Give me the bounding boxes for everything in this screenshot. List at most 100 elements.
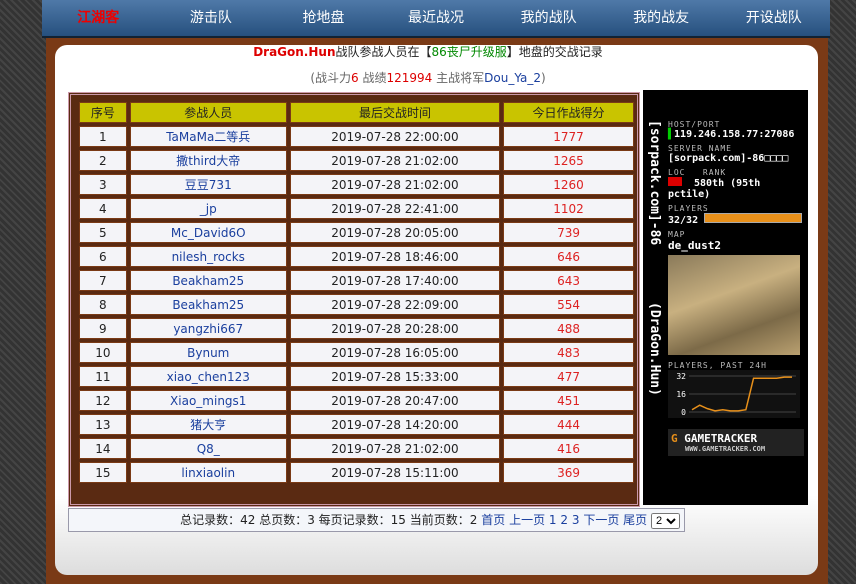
link[interactable]: 3 [571, 513, 580, 527]
graph: 32 16 0 [668, 370, 800, 418]
server: 86丧尸升级服 [431, 45, 507, 59]
row: 9 yangzhi667 2019-07-28 20:28:00 488 [79, 318, 634, 339]
header: DraGon.Hun战队参战人员在【86丧尸升级服】地盘的交战记录 [0, 44, 856, 60]
cell: 1260 [503, 174, 634, 195]
link[interactable]: 尾页 [623, 513, 648, 527]
header-cell: 序号 [79, 102, 127, 123]
label: PLAYERS [668, 204, 709, 213]
link[interactable]: 2 [651, 513, 680, 529]
row: 6 nilesh_rocks 2019-07-28 18:46:00 646 [79, 246, 634, 267]
cell: 1 [79, 126, 127, 147]
cell: 10 [79, 342, 127, 363]
players-bar [704, 213, 803, 223]
team: DraGon.Hun [253, 45, 336, 59]
pager-text: 总记录数：42 总页数：3 每页记录数：15 当前页数：2 [180, 513, 478, 527]
y-tick-label: 16 [676, 390, 686, 399]
cell: 2019-07-28 22:41:00 [289, 198, 501, 219]
link[interactable]: 2 [560, 513, 569, 527]
cell: 483 [503, 342, 634, 363]
text: 】地盘的交战记录 [506, 45, 603, 59]
row: 3 豆豆731 2019-07-28 21:02:00 1260 [79, 174, 634, 195]
cell: 369 [503, 462, 634, 483]
cell: 15 [79, 462, 127, 483]
cell: 2019-07-28 22:09:00 [289, 294, 501, 315]
nav-item: 游击队 [189, 10, 232, 26]
cell: 6 [79, 246, 127, 267]
link[interactable]: 首页 [481, 513, 506, 527]
cell: Beakham25 [129, 294, 287, 315]
label: HOST/PORT [668, 120, 721, 129]
cell: 554 [503, 294, 634, 315]
cell: 2019-07-28 15:33:00 [289, 366, 501, 387]
cell: 12 [79, 390, 127, 411]
cell: 2019-07-28 21:02:00 [289, 150, 501, 171]
row: 12 Xiao_mings1 2019-07-28 20:47:00 451 [79, 390, 634, 411]
cell: 撒third大帝 [129, 150, 287, 171]
url: WWW.GAMETRACKER.COM [685, 445, 766, 453]
cell: nilesh_rocks [129, 246, 287, 267]
gametracker: [sorpack.com]-86 (DraGon.Hun) HOST/PORT … [643, 90, 808, 505]
header-row: 序号 参战人员 最后交战时间 今日作战得分 [79, 102, 634, 123]
cell: 2019-07-28 21:02:00 [289, 438, 501, 459]
link[interactable]: 上一页 [509, 513, 546, 527]
cell: 2019-07-28 14:20:00 [289, 414, 501, 435]
cell: 739 [503, 222, 634, 243]
general[interactable]: Dou_Ya_2 [484, 71, 541, 85]
cell: 646 [503, 246, 634, 267]
row: 2 撒third大帝 2019-07-28 21:02:00 1265 [79, 150, 634, 171]
cell: 488 [503, 318, 634, 339]
rank-text: 580th (95th pctile) [668, 178, 761, 200]
row: 7 Beakham25 2019-07-28 17:40:00 643 [79, 270, 634, 291]
row: 8 Beakham25 2019-07-28 22:09:00 554 [79, 294, 634, 315]
cell: 2019-07-28 17:40:00 [289, 270, 501, 291]
vertical-team: (DraGon.Hun) [647, 302, 662, 396]
cell: 豆豆731 [129, 174, 287, 195]
t: ) [540, 71, 546, 85]
cell: Q8_ [129, 438, 287, 459]
l: LOC [668, 168, 686, 177]
cell: 5 [79, 222, 127, 243]
y-tick-label: 0 [681, 408, 686, 417]
row: 14 Q8_ 2019-07-28 21:02:00 416 [79, 438, 634, 459]
header-cell: 最后交战时间 [289, 102, 501, 123]
row: 13 猪大亨 2019-07-28 14:20:00 444 [79, 414, 634, 435]
cell: 13 [79, 414, 127, 435]
cell: 2 [79, 150, 127, 171]
row: 15 linxiaolin 2019-07-28 15:11:00 369 [79, 462, 634, 483]
cell: 2019-07-28 15:11:00 [289, 462, 501, 483]
cell: 477 [503, 366, 634, 387]
host-text: 119.246.158.77:27086 [674, 129, 795, 140]
t: 战绩 [358, 71, 387, 85]
label: PLAYERS, PAST 24H [668, 361, 767, 370]
cell: Beakham25 [129, 270, 287, 291]
players: 32/32 [668, 213, 804, 226]
link[interactable]: 1 [548, 513, 557, 527]
cell: 1265 [503, 150, 634, 171]
cell: Mc_David6O [129, 222, 287, 243]
logo: G [671, 432, 685, 445]
host: ▌119.246.158.77:27086 [668, 129, 804, 140]
record: 121994 [386, 71, 433, 85]
nav-bar: 江湖客 游击队 抢地盘 最近战况 我的战队 我的战友 开设战队 [42, 0, 830, 38]
table-body: 1 TaMaMa二等兵 2019-07-28 22:00:00 1777 2 撒third… [79, 126, 634, 483]
graph-line [691, 376, 792, 412]
text: 战队参战人员在【 [335, 45, 432, 59]
table: 序号 参战人员 最后交战时间 今日作战得分 1 TaMaMa二等兵 2019-07-28 2… [76, 99, 637, 486]
cell: 2019-07-28 20:05:00 [289, 222, 501, 243]
label: SERVER NAME [668, 144, 732, 153]
server-name: [sorpack.com]-86□□□□ [668, 153, 789, 164]
row: 5 Mc_David6O 2019-07-28 20:05:00 739 [79, 222, 634, 243]
status: ▌ [668, 129, 675, 140]
cell: 2019-07-28 18:46:00 [289, 246, 501, 267]
header-cell: 参战人员 [129, 102, 287, 123]
link[interactable]: 下一页 [583, 513, 620, 527]
cell: 643 [503, 270, 634, 291]
map: de_dust2 [668, 239, 721, 252]
header-cell: 今日作战得分 [503, 102, 634, 123]
nav-item: 最近战况 [408, 10, 465, 26]
row: 4 _jp 2019-07-28 22:41:00 1102 [79, 198, 634, 219]
cell: 11 [79, 366, 127, 387]
subtitle: (战斗力6 战绩121994 主战将军Dou_Ya_2) [0, 69, 856, 86]
t: 主战将军 [432, 71, 485, 85]
vertical-name: [sorpack.com]-86 [647, 120, 662, 246]
